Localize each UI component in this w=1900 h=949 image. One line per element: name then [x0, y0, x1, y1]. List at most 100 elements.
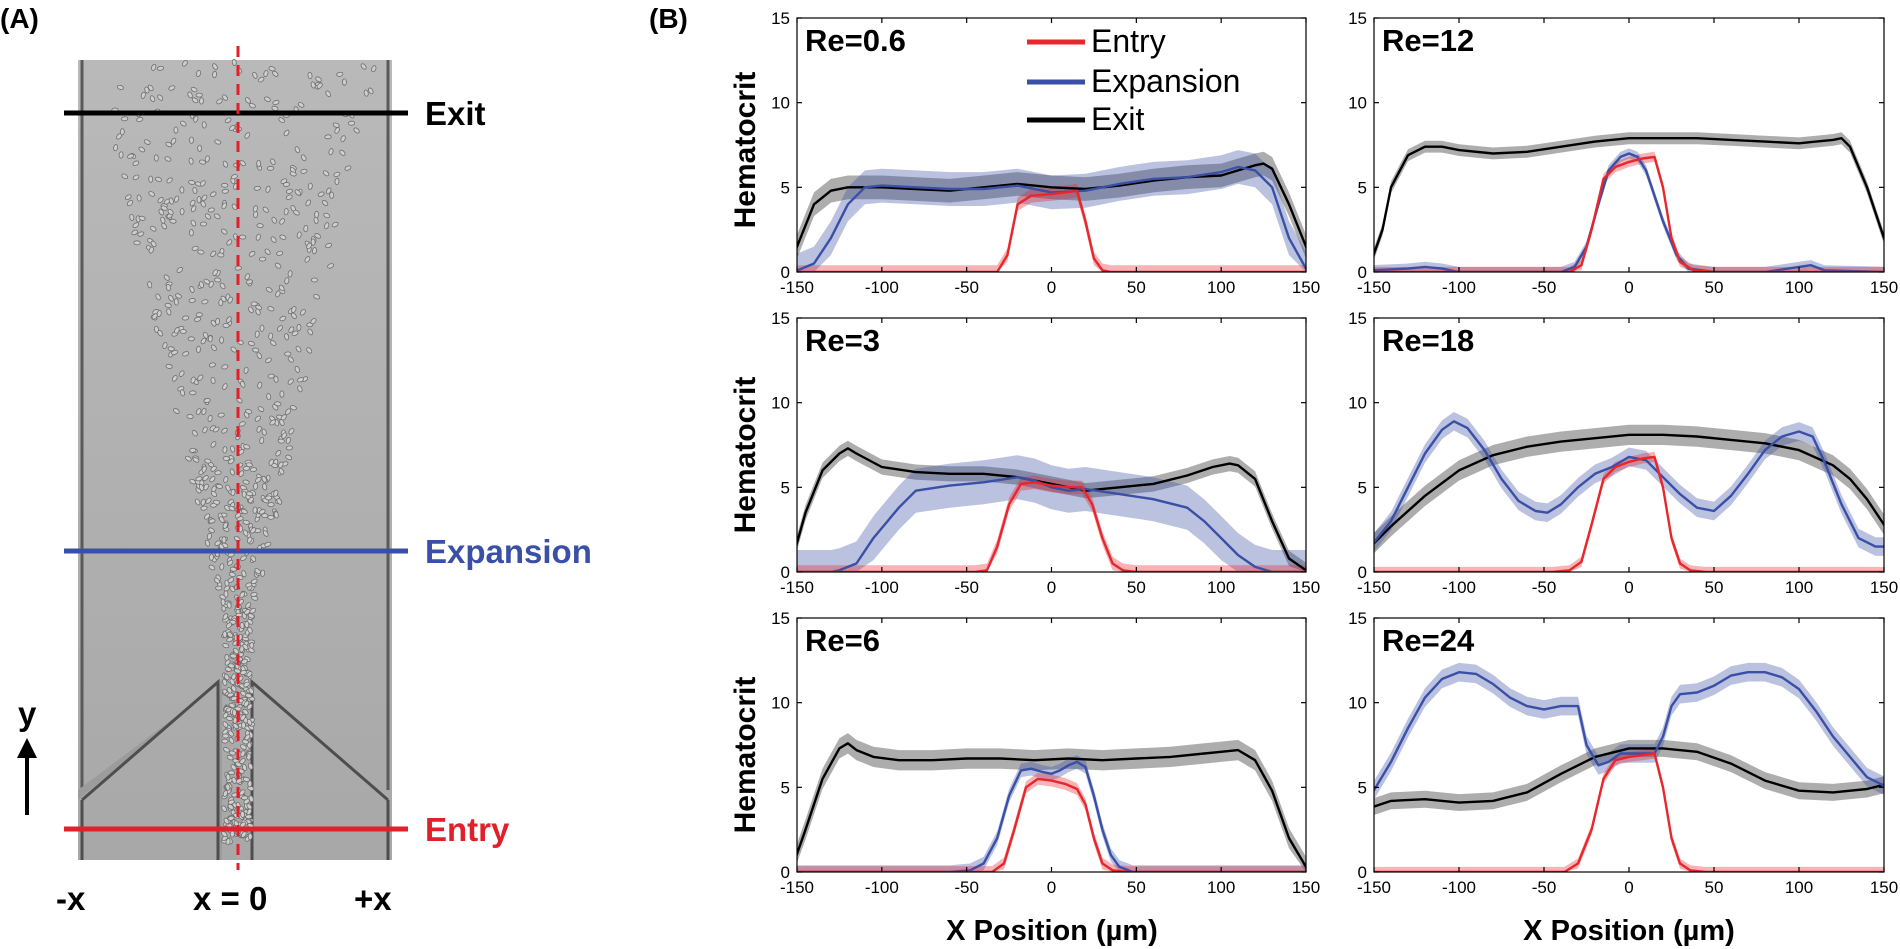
red-blood-cell	[233, 647, 239, 655]
red-blood-cell	[243, 798, 250, 805]
red-blood-cell	[207, 414, 213, 423]
red-blood-cell	[259, 324, 265, 332]
red-blood-cell	[200, 498, 206, 506]
y-tick-label: 10	[771, 694, 790, 713]
red-blood-cell	[227, 730, 235, 737]
red-blood-cell	[300, 168, 308, 174]
red-blood-cell	[215, 585, 223, 591]
red-blood-cell	[325, 90, 332, 98]
red-blood-cell	[149, 225, 157, 232]
red-blood-cell	[188, 298, 196, 303]
red-blood-cell	[173, 298, 179, 306]
x-tick-label: 50	[1705, 578, 1724, 597]
red-blood-cell	[202, 426, 208, 434]
red-blood-cell	[288, 326, 295, 333]
red-blood-cell	[363, 89, 369, 97]
entry-label: Entry	[425, 811, 510, 848]
red-blood-cell	[189, 478, 197, 485]
red-blood-cell	[315, 76, 322, 83]
red-blood-cell	[189, 136, 194, 144]
red-blood-cell	[212, 63, 218, 70]
subplot-title: Re=24	[1382, 623, 1475, 658]
x-tick-label: -150	[1357, 878, 1391, 897]
red-blood-cell	[344, 165, 352, 171]
red-blood-cell	[221, 738, 229, 744]
red-blood-cell	[282, 182, 291, 187]
exit-label: Exit	[425, 95, 486, 132]
x-tick-label: -50	[1532, 278, 1557, 297]
red-blood-cell	[332, 122, 340, 128]
red-blood-cell	[210, 490, 218, 498]
red-blood-cell	[310, 81, 316, 89]
red-blood-cell	[209, 191, 217, 197]
red-blood-cell	[119, 128, 125, 136]
red-blood-cell	[222, 613, 229, 620]
red-blood-cell	[225, 484, 231, 492]
red-blood-cell	[371, 65, 377, 73]
red-blood-cell	[238, 470, 245, 477]
red-blood-cell	[245, 602, 252, 609]
red-blood-cell	[201, 407, 207, 416]
x-tick-label: -100	[1442, 578, 1476, 597]
y-tick-label: 10	[1348, 394, 1367, 413]
red-blood-cell	[188, 157, 194, 165]
red-blood-cell	[285, 188, 293, 194]
red-blood-cell	[245, 814, 253, 820]
red-blood-cell	[274, 401, 282, 407]
red-blood-cell	[231, 58, 237, 66]
red-blood-cell	[168, 197, 174, 205]
red-blood-cell	[296, 231, 302, 239]
red-blood-cell	[244, 273, 250, 281]
x-tick-label: -50	[954, 878, 979, 897]
red-blood-cell	[222, 721, 229, 728]
red-blood-cell	[224, 117, 232, 124]
red-blood-cell	[226, 686, 233, 694]
plot-lines	[797, 150, 1306, 272]
red-blood-cell	[266, 393, 272, 401]
red-blood-cell	[234, 706, 242, 712]
red-blood-cell	[211, 344, 217, 352]
red-blood-cell	[279, 419, 285, 427]
red-blood-cell	[222, 446, 228, 454]
red-blood-cell	[255, 308, 261, 316]
red-blood-cell	[271, 105, 279, 111]
xlabel-left: X Position (µm)	[946, 915, 1158, 947]
y-tick-label: 15	[771, 9, 790, 28]
red-blood-cell	[164, 156, 172, 162]
red-blood-cell	[278, 467, 285, 475]
red-blood-cell	[247, 340, 255, 347]
red-blood-cell	[195, 476, 203, 482]
red-blood-cell	[221, 805, 227, 812]
red-blood-cell	[261, 428, 267, 436]
red-blood-cell	[316, 82, 323, 89]
red-blood-cell	[219, 563, 225, 571]
red-blood-cell	[181, 60, 188, 67]
red-blood-cell	[182, 351, 190, 357]
red-blood-cell	[140, 91, 146, 99]
expansion-label: Expansion	[425, 533, 592, 570]
x-tick-label: -50	[1532, 878, 1557, 897]
red-blood-cell	[240, 744, 247, 750]
red-blood-cell	[244, 608, 251, 615]
red-blood-cell	[307, 328, 313, 336]
red-blood-cell	[239, 234, 247, 240]
red-blood-cell	[262, 483, 268, 491]
band-entry	[1374, 151, 1884, 272]
x-tick-label: 100	[1785, 578, 1813, 597]
subplot-title: Re=18	[1382, 323, 1474, 358]
red-blood-cell	[166, 308, 172, 316]
red-blood-cell	[226, 754, 234, 761]
red-blood-cell	[248, 647, 255, 654]
red-blood-cell	[219, 516, 225, 523]
red-blood-cell	[116, 84, 124, 90]
y-tick-label: 10	[1348, 694, 1367, 713]
red-blood-cell	[197, 374, 204, 381]
red-blood-cell	[235, 761, 242, 768]
red-blood-cell	[240, 714, 246, 721]
subplot-1: -150 -100 -50 0 50 100 150 0 5 10 15 Re=0.6	[771, 9, 1320, 297]
red-blood-cell	[246, 718, 253, 726]
red-blood-cell	[285, 408, 292, 415]
red-blood-cell	[231, 685, 237, 692]
red-blood-cell	[201, 194, 208, 201]
red-blood-cell	[246, 491, 254, 497]
